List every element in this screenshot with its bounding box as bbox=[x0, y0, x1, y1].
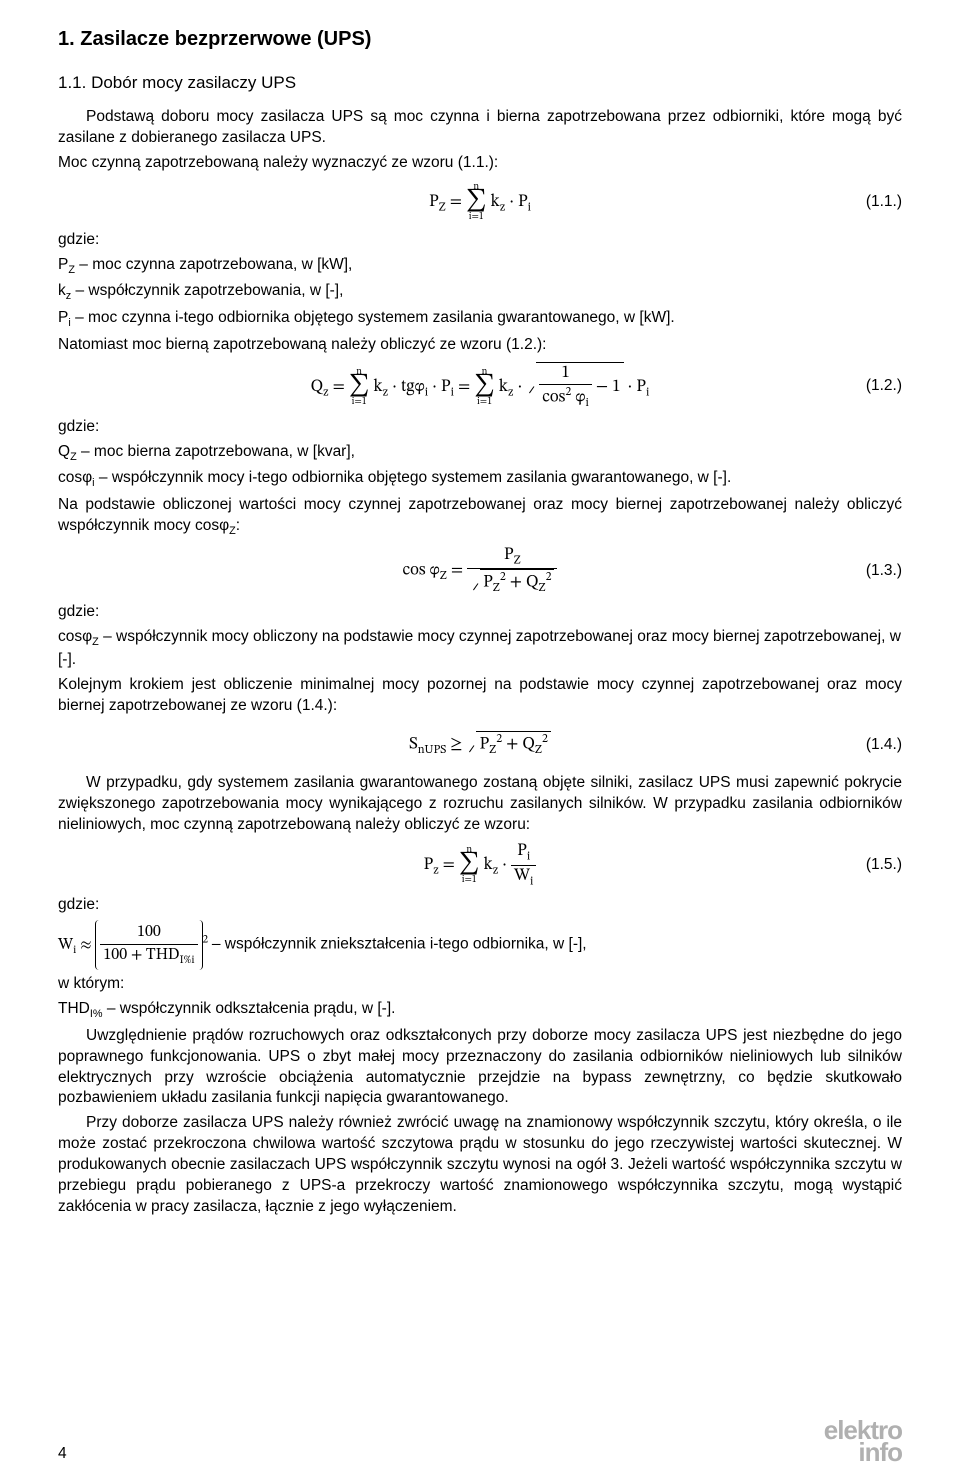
equation-row: Pz = n∑i=1 kz · PiWi (1.5.) bbox=[58, 841, 902, 889]
paragraph: Moc czynną zapotrzebowaną należy wyznacz… bbox=[58, 153, 902, 174]
gdzie-label: gdzie: bbox=[58, 230, 902, 251]
equation: Pz = n∑i=1 kz · PiWi bbox=[424, 841, 537, 889]
equation: PZ = n∑i=1 kz · Pi bbox=[429, 182, 531, 222]
page-number: 4 bbox=[58, 1445, 67, 1463]
definition: QZ – moc bierna zapotrzebowana, w [kvar]… bbox=[58, 442, 902, 465]
equation-number: (1.3.) bbox=[866, 562, 902, 580]
definition: Pi – moc czynna i-tego odbiornika objęte… bbox=[58, 308, 902, 331]
page-footer: 4 elektroinfo bbox=[58, 1419, 902, 1463]
subsection-title: 1.1. Dobór mocy zasilaczy UPS bbox=[58, 73, 902, 93]
equation-row: PZ = n∑i=1 kz · Pi (1.1.) bbox=[58, 180, 902, 224]
equation: SnUPS ≥ PZ2 + QZ2 bbox=[409, 731, 551, 758]
paragraph: W przypadku, gdy systemem zasilania gwar… bbox=[58, 773, 902, 836]
equation-number: (1.5.) bbox=[866, 856, 902, 874]
equation-number: (1.4.) bbox=[866, 736, 902, 754]
definition: cosφZ – współczynnik mocy obliczony na p… bbox=[58, 627, 902, 671]
gdzie-label: gdzie: bbox=[58, 895, 902, 916]
definition: PZ – moc czynna zapotrzebowana, w [kW], bbox=[58, 255, 902, 278]
text: Podstawą doboru mocy zasilacza UPS są mo… bbox=[58, 108, 902, 146]
equation-row: cos φZ = PZ PZ2 + QZ2 (1.3.) bbox=[58, 545, 902, 596]
equation-number: (1.1.) bbox=[866, 193, 902, 211]
definition: THDI% – współczynnik odkształcenia prądu… bbox=[58, 999, 902, 1022]
paragraph: Przy doborze zasilacza UPS należy równie… bbox=[58, 1113, 902, 1218]
paragraph: Uwzględnienie prądów rozruchowych oraz o… bbox=[58, 1026, 902, 1110]
page-container: 1. Zasilacze bezprzerwowe (UPS) 1.1. Dob… bbox=[0, 0, 960, 1479]
paragraph: Podstawą doboru mocy zasilacza UPS są mo… bbox=[58, 107, 902, 149]
definition: Wi ≈ 100100 + THDI%i 2 – współczynnik zn… bbox=[58, 920, 902, 970]
equation: Qz = n∑i=1 kz · tgφi · Pi = n∑i=1 kz · 1… bbox=[311, 362, 650, 411]
paragraph: Na podstawie obliczonej wartości mocy cz… bbox=[58, 495, 902, 539]
equation-number: (1.2.) bbox=[866, 377, 902, 395]
section-title: 1. Zasilacze bezprzerwowe (UPS) bbox=[58, 28, 902, 51]
wktorym-label: w którym: bbox=[58, 974, 902, 995]
paragraph: Kolejnym krokiem jest obliczenie minimal… bbox=[58, 675, 902, 717]
brand-logo: elektroinfo bbox=[824, 1419, 902, 1463]
gdzie-label: gdzie: bbox=[58, 602, 902, 623]
equation-row: SnUPS ≥ PZ2 + QZ2 (1.4.) bbox=[58, 723, 902, 767]
definition: cosφi – współczynnik mocy i-tego odbiorn… bbox=[58, 468, 902, 491]
equation: cos φZ = PZ PZ2 + QZ2 bbox=[403, 545, 558, 596]
paragraph: Natomiast moc bierną zapotrzebowaną nale… bbox=[58, 335, 902, 356]
equation-row: Qz = n∑i=1 kz · tgφi · Pi = n∑i=1 kz · 1… bbox=[58, 362, 902, 411]
definition: kz – współczynnik zapotrzebowania, w [-]… bbox=[58, 281, 902, 304]
gdzie-label: gdzie: bbox=[58, 417, 902, 438]
